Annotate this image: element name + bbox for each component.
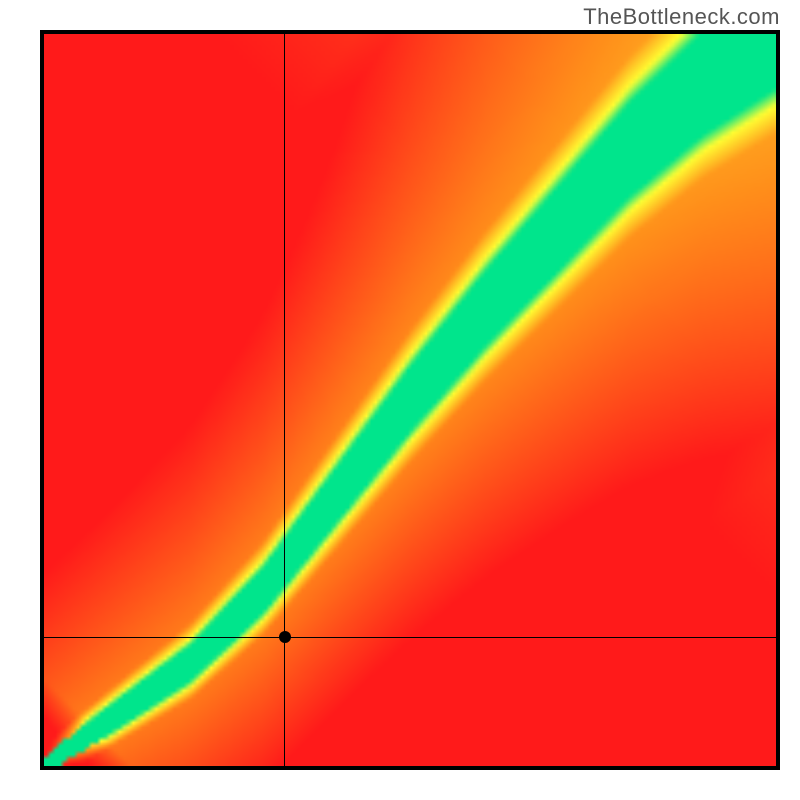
watermark-text: TheBottleneck.com <box>583 4 780 30</box>
crosshair-vertical <box>284 34 285 766</box>
crosshair-horizontal <box>44 637 776 638</box>
chart-container: TheBottleneck.com <box>0 0 800 800</box>
crosshair-marker <box>279 631 291 643</box>
plot-frame <box>40 30 780 770</box>
bottleneck-heatmap <box>44 34 776 766</box>
